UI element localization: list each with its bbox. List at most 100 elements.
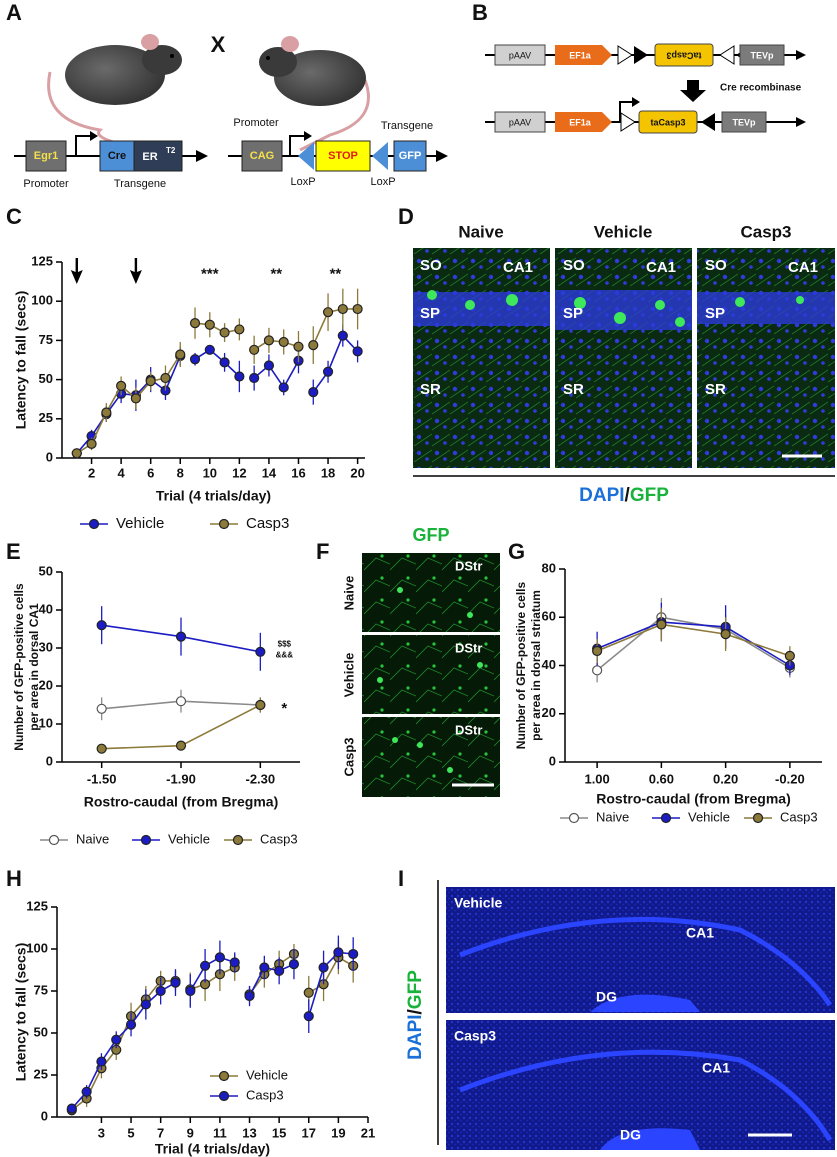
row-label: Casp3: [341, 737, 356, 776]
data-point: [318, 962, 329, 973]
x-tick-label: 19: [331, 1125, 345, 1140]
legend-label: Casp3: [780, 809, 818, 824]
stain-gfp: GFP: [405, 970, 426, 1009]
legend-label: Casp3: [246, 515, 289, 532]
y-tick-label: 125: [31, 253, 53, 268]
data-point: [278, 382, 289, 393]
x-axis-label: Trial (4 trials/day): [155, 1141, 270, 1157]
panel-letter: B: [472, 0, 488, 25]
data-point: [278, 336, 289, 348]
column-title: Casp3: [740, 222, 791, 241]
data-point: [204, 344, 215, 355]
data-point: [219, 357, 230, 368]
y-tick-label: 50: [39, 371, 53, 386]
x-tick-label: 20: [350, 465, 364, 480]
layer-label: SP: [705, 305, 725, 322]
data-point: [244, 990, 255, 1002]
data-point: [175, 740, 187, 751]
vector-element: EF1a: [569, 117, 592, 127]
y-tick-label: 0: [549, 753, 556, 768]
legend-label: Casp3: [246, 1087, 284, 1102]
y-tick-label: 0: [46, 753, 53, 768]
legend-marker: [88, 518, 100, 530]
mouse-left: [47, 34, 182, 152]
gene-label: CAG: [250, 150, 274, 162]
data-point: [255, 699, 266, 711]
data-point: [96, 743, 107, 754]
data-point: [199, 960, 211, 971]
y-tick-label: 20: [39, 677, 53, 692]
data-point: [249, 344, 260, 355]
transgene-label: Transgene: [114, 178, 166, 190]
x-tick-label: -1.50: [87, 771, 117, 786]
data-point: [337, 303, 348, 315]
y-tick-label: 25: [34, 1066, 48, 1081]
layer-label: SR: [705, 381, 726, 398]
series-line: [596, 623, 791, 657]
legend-marker: [232, 834, 244, 846]
vector-element: EF1a: [569, 50, 592, 60]
data-point: [656, 619, 667, 630]
data-point: [66, 1103, 77, 1114]
x-tick-label: 6: [147, 465, 154, 480]
data-point: [592, 645, 603, 657]
y-tick-label: 75: [34, 982, 48, 997]
layer-label: SP: [420, 305, 440, 322]
layer-label: SO: [705, 257, 727, 274]
image-title: Casp3: [454, 1028, 496, 1044]
data-point: [303, 987, 314, 998]
data-point: [288, 959, 300, 970]
stain-dapi: DAPI: [579, 485, 624, 506]
panel-letter: C: [6, 204, 22, 229]
data-point: [175, 349, 186, 360]
vector-element: taCasp3: [650, 117, 685, 127]
promoter-label: Promoter: [23, 178, 69, 190]
vector-element: pAAV: [509, 117, 531, 127]
column-title: Vehicle: [594, 222, 653, 241]
arrow-label: Cre recombinase: [720, 83, 802, 94]
x-tick-label: 11: [213, 1125, 227, 1140]
x-tick-label: 12: [232, 465, 246, 480]
region-label: CA1: [503, 259, 533, 276]
data-point: [130, 393, 142, 404]
micrographs-i: [437, 880, 835, 1150]
x-axis-label: Rostro-caudal (from Bregma): [84, 794, 278, 810]
y-tick-label: 80: [542, 560, 556, 575]
legend-marker: [660, 812, 672, 824]
vector-diagram: [485, 43, 806, 134]
data-point: [333, 947, 344, 958]
gene-label: Egr1: [34, 150, 58, 162]
legend-label: Casp3: [260, 831, 298, 846]
y-axis-label: per area in dorsal striatum: [529, 590, 543, 741]
x-tick-label: 21: [361, 1125, 375, 1140]
data-point: [263, 335, 275, 346]
y-tick-label: 40: [542, 657, 556, 672]
stain-sep: /: [625, 485, 631, 506]
significance-label: ***: [201, 266, 219, 283]
data-point: [592, 665, 603, 676]
gene-label: STOP: [328, 150, 358, 162]
row-label: Vehicle: [341, 653, 356, 698]
y-axis-label: per area in dorsal CA1: [27, 603, 41, 731]
region-label: CA1: [702, 1060, 730, 1076]
layer-label: SO: [420, 257, 442, 274]
legend-marker: [218, 518, 230, 530]
data-point: [308, 387, 319, 398]
region-label: DG: [620, 1127, 641, 1143]
legend-marker: [218, 1070, 230, 1082]
data-point: [784, 650, 795, 661]
x-tick-label: 10: [203, 465, 217, 480]
layer-label: SR: [563, 381, 584, 398]
stain-sep: /: [405, 1008, 426, 1014]
data-point: [352, 346, 363, 357]
data-point: [189, 354, 201, 365]
y-tick-label: 0: [46, 449, 53, 464]
promoter-label: Promoter: [233, 117, 279, 129]
cross-symbol: X: [211, 32, 226, 57]
significance-label: **: [270, 266, 282, 283]
construct-cag: [228, 131, 448, 172]
significance-label: $$$: [278, 639, 292, 648]
y-tick-label: 50: [39, 563, 53, 578]
data-point: [308, 340, 319, 351]
y-tick-label: 30: [39, 639, 53, 654]
